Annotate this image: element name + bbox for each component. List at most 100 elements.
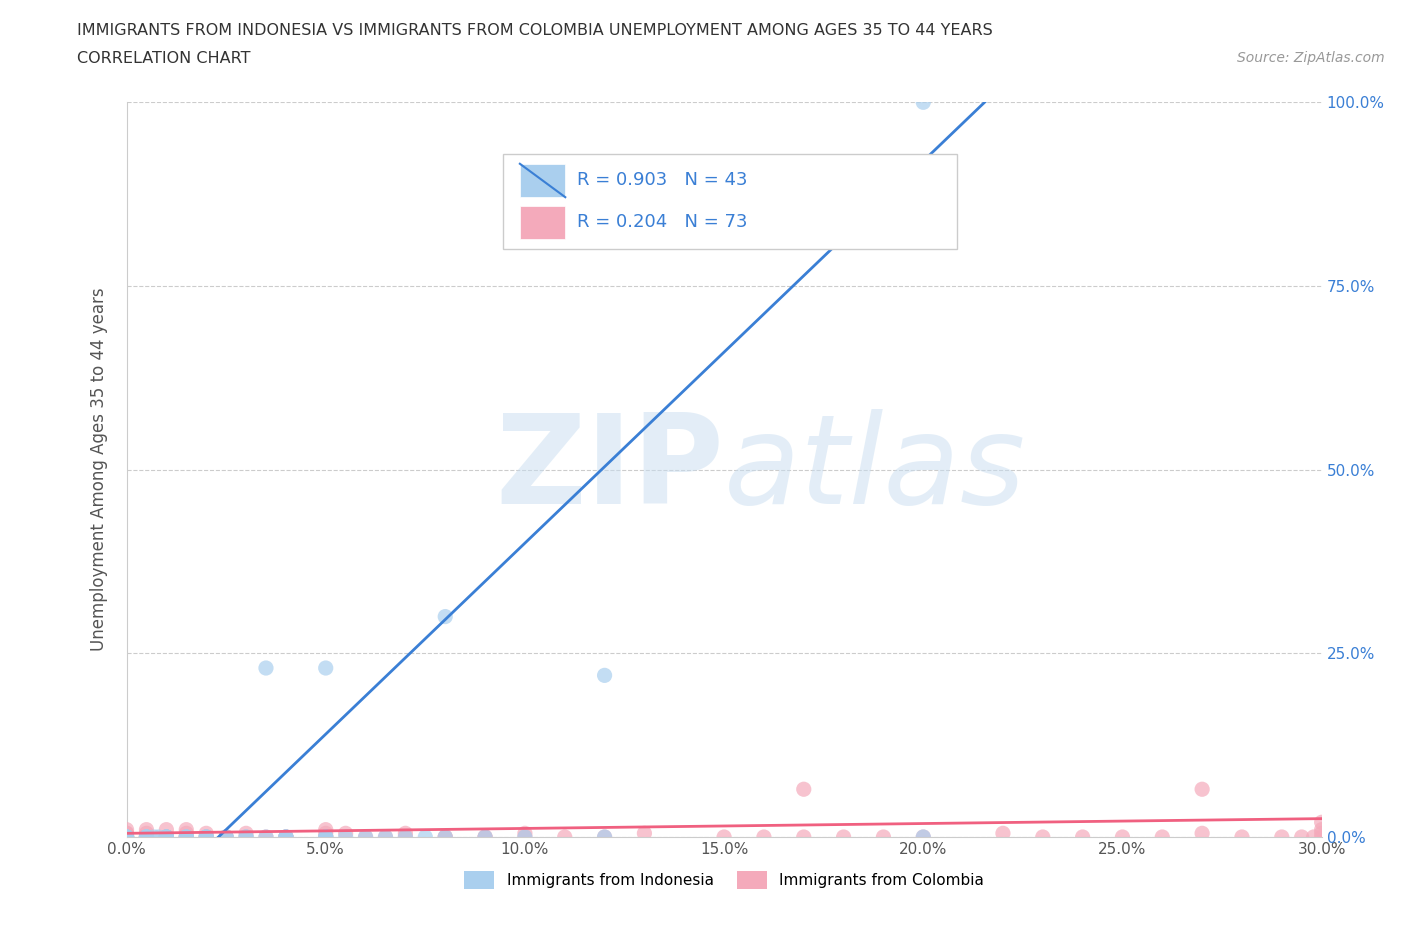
Point	[135, 830, 157, 844]
Point	[315, 830, 337, 844]
Point	[554, 830, 576, 844]
Point	[155, 822, 177, 837]
Point	[195, 830, 218, 844]
Point	[912, 95, 935, 110]
Point	[513, 830, 536, 844]
Text: ZIP: ZIP	[495, 409, 724, 530]
Point	[135, 830, 157, 844]
Point	[1310, 822, 1333, 837]
Text: R = 0.204   N = 73: R = 0.204 N = 73	[576, 214, 747, 232]
Point	[315, 830, 337, 844]
Point	[374, 830, 396, 844]
Point	[1071, 830, 1094, 844]
Text: CORRELATION CHART: CORRELATION CHART	[77, 51, 250, 66]
Point	[315, 830, 337, 844]
Point	[434, 609, 457, 624]
Point	[115, 830, 138, 844]
Point	[474, 830, 496, 844]
Point	[1271, 830, 1294, 844]
Point	[991, 826, 1014, 841]
Point	[115, 830, 138, 844]
Point	[135, 830, 157, 844]
Point	[513, 830, 536, 844]
Point	[155, 830, 177, 844]
Point	[235, 830, 257, 844]
Point	[115, 830, 138, 844]
Point	[235, 830, 257, 844]
Point	[135, 826, 157, 841]
Point	[215, 830, 238, 844]
Point	[215, 830, 238, 844]
Point	[872, 830, 894, 844]
Point	[315, 830, 337, 844]
Point	[155, 830, 177, 844]
Point	[713, 830, 735, 844]
Point	[155, 830, 177, 844]
Point	[1191, 782, 1213, 797]
Point	[174, 830, 197, 844]
Point	[115, 830, 138, 844]
Point	[195, 830, 218, 844]
Point	[174, 822, 197, 837]
Point	[315, 830, 337, 844]
Point	[135, 830, 157, 844]
Point	[155, 830, 177, 844]
Point	[315, 822, 337, 837]
Point	[254, 830, 277, 844]
Point	[115, 830, 138, 844]
Point	[135, 830, 157, 844]
Point	[793, 782, 815, 797]
Point	[1032, 830, 1054, 844]
Point	[115, 826, 138, 841]
Text: IMMIGRANTS FROM INDONESIA VS IMMIGRANTS FROM COLOMBIA UNEMPLOYMENT AMONG AGES 35: IMMIGRANTS FROM INDONESIA VS IMMIGRANTS …	[77, 23, 993, 38]
Point	[315, 826, 337, 841]
Point	[115, 830, 138, 844]
Point	[274, 830, 297, 844]
Point	[434, 830, 457, 844]
Point	[1291, 830, 1313, 844]
Point	[394, 830, 416, 844]
Text: atlas: atlas	[724, 409, 1026, 530]
Point	[394, 826, 416, 841]
Point	[115, 822, 138, 837]
Point	[1111, 830, 1133, 844]
Point	[274, 830, 297, 844]
Point	[195, 830, 218, 844]
Point	[912, 830, 935, 844]
Point	[274, 830, 297, 844]
Text: R = 0.903   N = 43: R = 0.903 N = 43	[576, 171, 747, 190]
Point	[274, 830, 297, 844]
Point	[135, 830, 157, 844]
Point	[335, 830, 357, 844]
Point	[115, 830, 138, 844]
Point	[274, 830, 297, 844]
Point	[1310, 815, 1333, 830]
Point	[174, 830, 197, 844]
Point	[593, 830, 616, 844]
Point	[832, 830, 855, 844]
Point	[274, 830, 297, 844]
Point	[593, 830, 616, 844]
Point	[1310, 826, 1333, 841]
Point	[235, 826, 257, 841]
Point	[155, 830, 177, 844]
Point	[174, 830, 197, 844]
Point	[793, 830, 815, 844]
Point	[215, 830, 238, 844]
Legend: Immigrants from Indonesia, Immigrants from Colombia: Immigrants from Indonesia, Immigrants fr…	[458, 865, 990, 896]
Point	[143, 830, 166, 844]
Point	[135, 822, 157, 837]
Point	[752, 830, 775, 844]
Point	[174, 830, 197, 844]
Point	[354, 830, 377, 844]
Point	[115, 830, 138, 844]
Point	[235, 830, 257, 844]
Point	[474, 830, 496, 844]
Point	[115, 830, 138, 844]
Point	[315, 660, 337, 675]
Point	[434, 830, 457, 844]
Point	[254, 660, 277, 675]
Point	[115, 830, 138, 844]
Point	[1191, 826, 1213, 841]
Point	[135, 830, 157, 844]
